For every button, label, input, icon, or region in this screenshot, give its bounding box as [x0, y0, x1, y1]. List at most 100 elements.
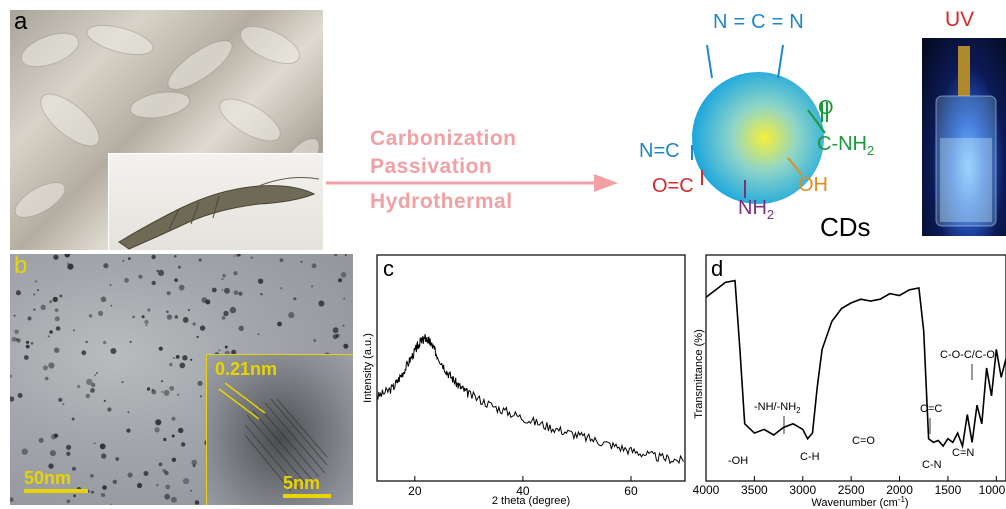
tem-particle: [211, 287, 217, 293]
tem-particle: [151, 254, 156, 260]
tem-particle: [221, 278, 224, 280]
tem-particle: [14, 329, 19, 335]
tem-particle: [91, 382, 96, 388]
tem-particle: [66, 451, 71, 456]
tem-particle: [145, 324, 148, 326]
tem-particle: [181, 442, 186, 447]
tem-particle: [109, 283, 112, 287]
annot-co: C=O: [852, 435, 875, 447]
xrd-xtick-label: 60: [624, 484, 638, 498]
ftir-xtick-label: 3500: [741, 483, 768, 497]
tem-particle: [88, 314, 93, 318]
tem-particle: [127, 411, 130, 414]
tem-particle: [166, 310, 169, 313]
tem-particle: [138, 274, 143, 279]
carbon-dot-sphere: [692, 72, 824, 204]
tem-particle: [103, 399, 106, 402]
tem-particle: [99, 443, 106, 450]
ftir-chart: d Transmittance (%) Wavenumber (cm-1) 40…: [693, 254, 1006, 509]
tem-particle: [171, 434, 175, 438]
lattice-spacing-label: 0.21nm: [215, 359, 278, 379]
ftir-xtick-label: 3000: [789, 483, 816, 497]
conh2-group: C-NH2: [817, 133, 875, 158]
vial-shape: [935, 46, 997, 227]
tem-particle: [169, 362, 173, 367]
functional-group-bonds: [691, 44, 828, 198]
tem-particle: [52, 296, 58, 303]
tem-particle: [124, 277, 129, 283]
tem-particle: [221, 316, 226, 320]
tem-particle: [199, 395, 202, 398]
tem-particle: [179, 362, 186, 369]
tem-particle: [192, 464, 196, 468]
tem-particle: [229, 306, 237, 314]
tem-particle: [177, 393, 180, 396]
tem-particle: [54, 316, 60, 322]
tem-particle: [85, 393, 91, 399]
tem-particle: [343, 343, 349, 349]
tem-particle: [171, 457, 177, 462]
tem-particle: [94, 374, 97, 377]
tem-particle: [107, 407, 112, 412]
tem-particle: [238, 325, 244, 331]
tem-particle: [191, 459, 197, 466]
tem-particle: [178, 427, 184, 434]
annot-ch: C-H: [800, 451, 820, 463]
tem-particle: [169, 386, 175, 391]
tem-particle: [334, 254, 338, 257]
annot-nh: -NH/-NH2: [754, 401, 801, 415]
tem-particle: [161, 391, 163, 393]
tem-particle: [54, 347, 60, 353]
tem-particle: [300, 260, 303, 263]
tem-particle: [233, 290, 239, 296]
panel-a-label: a: [14, 10, 28, 35]
tem-particle: [156, 269, 159, 272]
tem-particle: [11, 336, 17, 342]
tem-particle: [101, 493, 106, 497]
tem-particle: [90, 388, 95, 393]
tem-particle: [224, 345, 228, 349]
tem-particle: [144, 319, 149, 325]
step-hydrothermal: Hydrothermal: [370, 190, 513, 213]
tem-particle: [157, 269, 165, 276]
tem-particle: [66, 499, 71, 504]
nc-group: N=C: [639, 140, 680, 162]
tem-particle: [221, 288, 224, 291]
tem-particle: [190, 358, 193, 361]
ftir-annotations: -OH -NH/-NH2 C-H C=O C=C C-N C=N C-O-C/C…: [728, 349, 995, 471]
tem-particle: [15, 290, 21, 296]
xrd-xlabel: 2 theta (degree): [492, 495, 570, 507]
tem-particle: [34, 280, 38, 283]
tem-particle: [318, 300, 325, 307]
tem-particle: [198, 258, 202, 262]
tem-particle: [182, 355, 188, 361]
tem-particle: [122, 260, 125, 262]
tem-particle: [194, 500, 200, 505]
tem-particle: [173, 357, 175, 359]
tem-particle: [36, 288, 40, 292]
tem-particle: [110, 503, 112, 505]
tem-particle: [162, 468, 167, 473]
xrd-xtick-label: 40: [516, 484, 530, 498]
tem-particle: [171, 416, 176, 421]
ftir-xtick-label: 1500: [935, 483, 962, 497]
tem-particle: [279, 258, 284, 263]
tem-particle: [90, 474, 94, 478]
tem-particle: [257, 333, 260, 336]
tem-particle: [127, 472, 133, 478]
ftir-ylabel: Transmittance (%): [693, 329, 705, 418]
ftir-xtick-label: 4000: [693, 483, 720, 497]
xrd-chart: c Intensity (a.u.) 2 theta (degree) 20 40…: [362, 254, 686, 507]
tem-particle: [35, 474, 38, 477]
tem-particle: [288, 312, 295, 319]
tem-particle: [10, 374, 12, 379]
tem-particle: [25, 344, 30, 349]
tem-particle: [222, 273, 226, 278]
tem-particle: [164, 470, 169, 476]
tem-particle: [174, 255, 177, 258]
tem-particle: [233, 271, 238, 276]
conh2-o: O: [818, 97, 834, 119]
tem-particle: [166, 291, 171, 296]
step-carbonization: Carbonization: [370, 127, 517, 150]
tem-particle: [112, 479, 118, 484]
